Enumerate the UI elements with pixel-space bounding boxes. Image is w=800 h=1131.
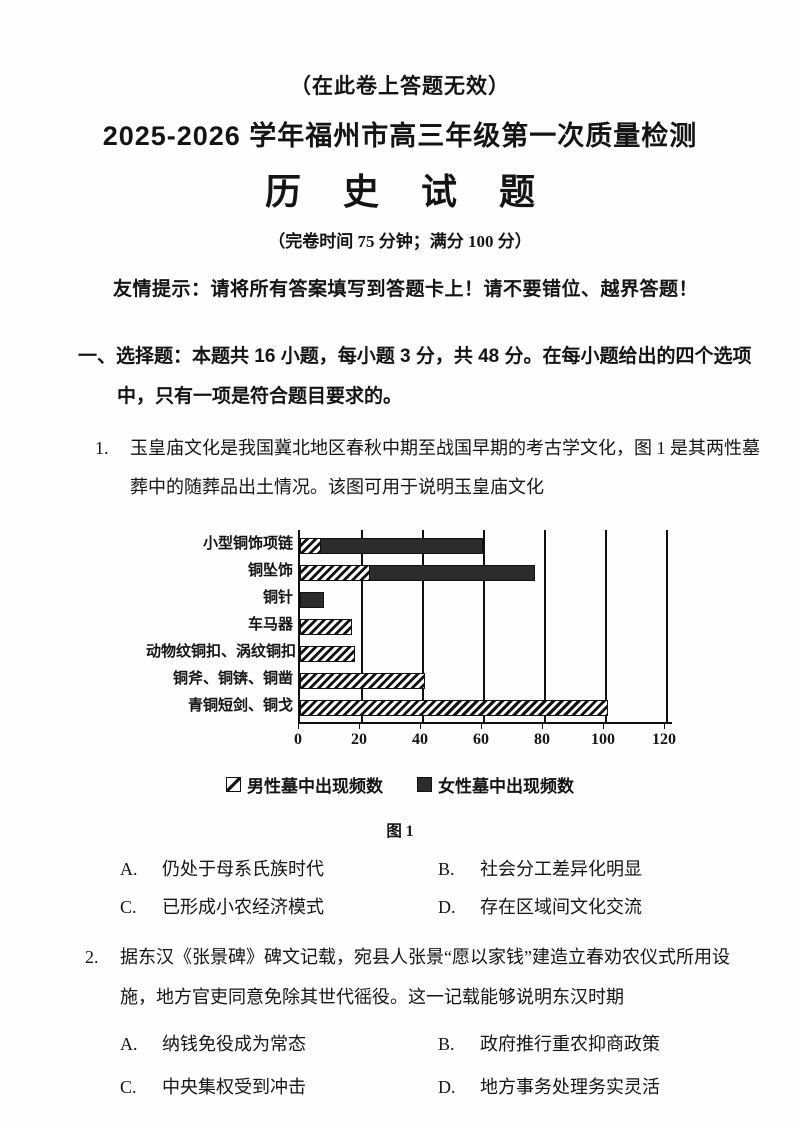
chart-plot-area: 小型铜饰项链铜坠饰铜针车马器动物纹铜扣、涡纹铜扣铜斧、铜锛、铜凿青铜短剑、铜戈 — [146, 529, 800, 724]
female-solid-swatch-icon — [417, 776, 432, 792]
chart-category-label: 青铜短剑、铜戈 — [187, 696, 293, 714]
subject-title: 历 史 试 题 — [264, 171, 551, 212]
chart-row — [300, 587, 672, 614]
question-1-number: 1. — [95, 437, 109, 458]
chart-category-label: 车马器 — [247, 615, 293, 633]
chart-category-label: 铜斧、铜锛、铜凿 — [172, 669, 293, 687]
x-tick-label: 60 — [473, 723, 489, 748]
x-tick-label: 20 — [351, 723, 367, 748]
option-text: 存在区域间文化交流 — [480, 897, 642, 918]
x-tick-label: 40 — [412, 723, 428, 748]
bar-female-segment — [370, 565, 535, 582]
chart-x-axis: 0 20 40 60 80 100 120 — [294, 723, 678, 756]
option-text: 仍处于母系氏族时代 — [162, 858, 324, 879]
option-text: 纳钱免役成为常态 — [162, 1033, 306, 1054]
figure-1-chart: 小型铜饰项链 铜坠饰 铜针 车马器 动物纹铜扣、涡纹铜扣 铜斧、铜锛、铜凿 青铜短剑、铜戈 … — [0, 529, 800, 841]
bar-male-segment — [300, 619, 352, 636]
option-2A: A. 纳钱免役成为常态 — [120, 1032, 438, 1057]
option-letter: D. — [438, 897, 456, 918]
bar-male-segment — [300, 700, 609, 717]
chart-category-labels: 小型铜饰项链铜坠饰铜针车马器动物纹铜扣、涡纹铜扣铜斧、铜锛、铜凿青铜短剑、铜戈 — [146, 530, 298, 724]
chart-row — [300, 695, 672, 722]
x-tick-label: 120 — [652, 723, 676, 748]
chart-row — [300, 641, 672, 668]
option-2B: B. 政府推行重农抑商政策 — [438, 1032, 740, 1057]
friendly-reminder: 友情提示：请将所有答案填写到答题卡上！请不要错位、越界答题！ — [113, 279, 699, 300]
gridline-40 — [422, 529, 424, 722]
x-tick-label: 80 — [534, 723, 550, 748]
chart-legend: 男性墓中出现频数 女性墓中出现频数 — [0, 772, 800, 797]
chart-category-label: 铜针 — [262, 588, 293, 606]
question-1-options: A. 仍处于母系氏族时代 B. 社会分工差异化明显 C. 已形成小农经济模式 D. 存在… — [120, 857, 740, 920]
question-1-text: 玉皇庙文化是我国冀北地区春秋中期至战国早期的考古学文化，图 1 是其两性墓葬中的… — [130, 437, 760, 498]
option-letter: C. — [120, 1076, 137, 1097]
bar-female-segment — [321, 538, 483, 555]
option-1D: D. 存在区域间文化交流 — [438, 895, 740, 920]
chart-plot — [298, 529, 672, 724]
question-1: 1. 玉皇庙文化是我国冀北地区春秋中期至战国早期的考古学文化，图 1 是其两性墓… — [95, 429, 760, 508]
x-tick-label: 0 — [294, 723, 302, 748]
gridline-20 — [361, 529, 363, 722]
chart-category-label: 动物纹铜扣、涡纹铜扣 — [146, 642, 297, 660]
option-text: 社会分工差异化明显 — [480, 858, 642, 879]
chart-row — [300, 560, 672, 587]
bar-female-segment — [300, 592, 325, 609]
option-text: 政府推行重农抑商政策 — [480, 1033, 660, 1054]
chart-row — [300, 614, 672, 641]
time-score-info: （完卷时间 75 分钟；满分 100 分） — [268, 232, 532, 251]
question-2: 2. 据东汉《张景碑》碑文记载，宛县人张景“愿以家钱”建造立春劝农仪式所用设施，… — [85, 938, 760, 1017]
legend-item-male: 男性墓中出现频数 — [226, 772, 383, 797]
figure-caption: 图 1 — [386, 822, 414, 840]
x-tick-label: 100 — [591, 723, 615, 748]
option-text: 中央集权受到冲击 — [162, 1076, 306, 1097]
male-hatched-swatch-icon — [226, 776, 241, 792]
question-2-number: 2. — [85, 947, 99, 968]
bar-male-segment — [300, 538, 322, 555]
section-1-heading: 一、选择题：本题共 16 小题，每小题 3 分，共 48 分。在每小题给出的四个… — [78, 346, 752, 407]
bar-male-segment — [300, 673, 426, 690]
gridline-80 — [544, 529, 546, 722]
option-letter: A. — [120, 1033, 138, 1054]
question-2-options: A. 纳钱免役成为常态 B. 政府推行重农抑商政策 C. 中央集权受到冲击 D. 地方事… — [120, 1032, 740, 1100]
option-1B: B. 社会分工差异化明显 — [438, 857, 740, 882]
option-2C: C. 中央集权受到冲击 — [120, 1075, 438, 1100]
legend-male-label: 男性墓中出现频数 — [247, 776, 383, 796]
legend-female-label: 女性墓中出现频数 — [438, 776, 574, 796]
legend-item-female: 女性墓中出现频数 — [417, 772, 574, 797]
chart-category-label: 小型铜饰项链 — [202, 534, 293, 552]
notice-invalid-answer: （在此卷上答题无效） — [290, 75, 510, 98]
option-1C: C. 已形成小农经济模式 — [120, 895, 438, 920]
option-letter: A. — [120, 858, 138, 879]
bar-male-segment — [300, 565, 371, 582]
question-2-text: 据东汉《张景碑》碑文记载，宛县人张景“愿以家钱”建造立春劝农仪式所用设施，地方官… — [120, 947, 730, 1007]
option-letter: D. — [438, 1076, 456, 1097]
gridline-120 — [666, 529, 668, 722]
chart-row — [300, 668, 672, 695]
bar-male-segment — [300, 646, 355, 663]
chart-row — [300, 533, 672, 560]
option-1A: A. 仍处于母系氏族时代 — [120, 857, 438, 882]
exam-session-title: 2025-2026 学年福州市高三年级第一次质量检测 — [102, 121, 698, 151]
option-letter: B. — [438, 858, 455, 879]
gridline-100 — [605, 529, 607, 722]
option-2D: D. 地方事务处理务实灵活 — [438, 1075, 740, 1100]
gridline-60 — [483, 529, 485, 722]
option-letter: C. — [120, 897, 137, 918]
option-letter: B. — [438, 1033, 455, 1054]
chart-bars — [300, 530, 672, 722]
option-text: 已形成小农经济模式 — [162, 897, 324, 918]
chart-category-label: 铜坠饰 — [247, 561, 293, 579]
option-text: 地方事务处理务实灵活 — [480, 1076, 660, 1097]
